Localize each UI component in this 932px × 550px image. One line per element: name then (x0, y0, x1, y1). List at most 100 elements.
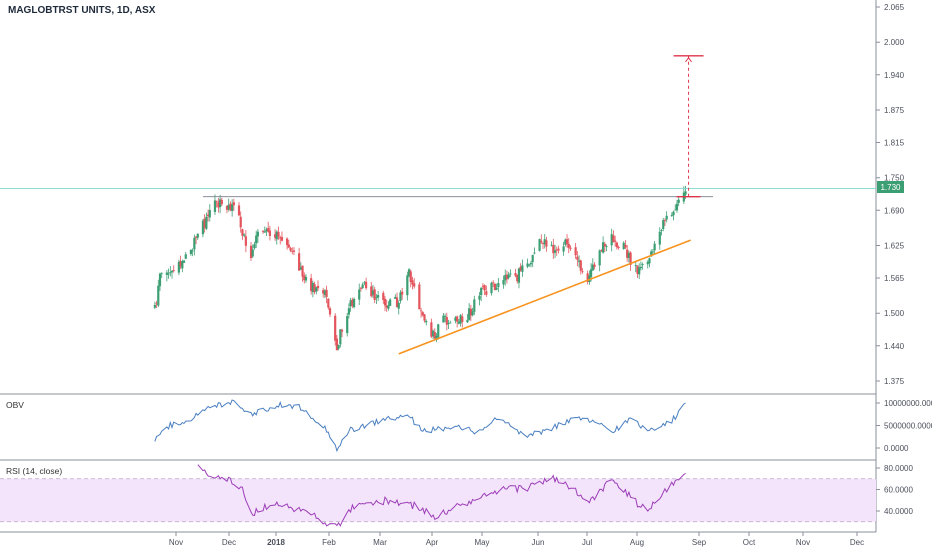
candle (383, 296, 387, 312)
candle (397, 300, 400, 315)
candle-body (614, 240, 617, 242)
candle (639, 261, 642, 271)
candle (389, 298, 392, 307)
candle-body (490, 282, 493, 294)
candle-body (670, 215, 673, 216)
candle-body (521, 265, 524, 272)
candle-body (231, 204, 234, 211)
time-axis-label: 2018 (267, 538, 285, 547)
candle (157, 279, 160, 308)
candle (304, 274, 308, 283)
candle (419, 307, 423, 318)
obv-label: OBV (6, 400, 24, 410)
candle-body (316, 285, 320, 289)
candle (576, 251, 579, 267)
chart-title: MAGLOBTRST UNITS, 1D, ASX (8, 5, 156, 16)
candle (244, 230, 247, 253)
candle-body (153, 305, 156, 308)
candle (507, 271, 510, 280)
rsi-axis-label: 60.0000 (884, 486, 913, 495)
y-axis: 2.065 2.000 1.940 1.875 1.815 1.750 1.690 1.625… (876, 3, 932, 516)
obv-pane[interactable] (154, 399, 686, 453)
candle (641, 262, 644, 270)
candle (361, 282, 364, 290)
candle (287, 239, 290, 249)
candle (213, 194, 217, 215)
candle (285, 237, 289, 250)
candle-body (375, 297, 378, 299)
candle (552, 238, 555, 259)
candle-body (334, 315, 337, 341)
candle-body (407, 269, 411, 276)
candle-body (461, 316, 464, 322)
candle (227, 198, 230, 212)
candle-body (481, 285, 484, 287)
candle-body (298, 253, 301, 271)
candle-body (301, 265, 304, 277)
candle (504, 269, 507, 286)
candle (497, 278, 500, 293)
candle (418, 281, 421, 310)
candle (531, 254, 534, 267)
candle-body (267, 228, 270, 232)
candle (516, 274, 519, 284)
candle-body (495, 287, 498, 290)
candle-body (517, 268, 521, 283)
candle-body (605, 246, 608, 248)
candle-body (684, 191, 687, 195)
candle (517, 267, 521, 289)
candle-body (591, 264, 594, 271)
candle-body (225, 206, 229, 210)
candle-body (509, 273, 512, 275)
candle-body (310, 278, 313, 291)
candle-body (323, 290, 326, 295)
candle-body (447, 323, 450, 325)
price-axis-label: 1.375 (884, 377, 905, 386)
candle (359, 286, 363, 292)
candle-body (340, 329, 344, 332)
candle (255, 230, 258, 249)
candle (579, 259, 582, 275)
candle (165, 270, 168, 282)
candle (612, 230, 615, 243)
rsi-pane[interactable] (197, 464, 686, 528)
candle (622, 241, 625, 250)
candle (229, 201, 232, 212)
candle-body (650, 251, 653, 257)
candle-body (615, 242, 618, 248)
candle-body (181, 261, 184, 269)
candle-body (445, 317, 448, 325)
candle-body (377, 295, 380, 298)
candle (541, 242, 545, 250)
candle (203, 214, 206, 233)
candle (449, 320, 452, 324)
candle-body (602, 242, 605, 253)
candle-body (241, 229, 244, 236)
candle (411, 276, 414, 290)
candle-body (397, 302, 400, 309)
candle (243, 233, 246, 238)
candle (567, 238, 570, 254)
candle-body (557, 248, 560, 251)
candle (528, 263, 531, 267)
candle (352, 297, 356, 309)
candle (423, 314, 426, 323)
candle (480, 287, 483, 302)
candle-body (287, 244, 290, 248)
candle (586, 270, 589, 285)
price-axis-label: 1.500 (884, 309, 905, 318)
candle (519, 263, 522, 272)
candle (358, 283, 361, 305)
candle-body (335, 338, 339, 351)
candle-body (169, 272, 172, 274)
candle (593, 262, 596, 270)
candle (167, 268, 170, 279)
candle (614, 235, 617, 247)
time-axis-label: Mar (373, 538, 387, 547)
price-pane[interactable] (153, 185, 687, 351)
candle-body (253, 244, 256, 249)
candle-body (567, 243, 570, 248)
candle-body (279, 237, 282, 239)
candle (675, 199, 679, 213)
